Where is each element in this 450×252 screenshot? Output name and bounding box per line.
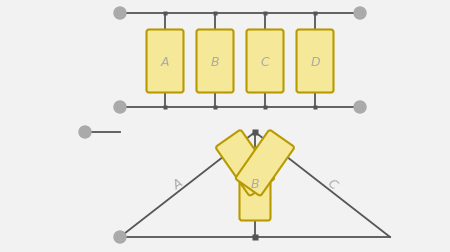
FancyBboxPatch shape [147, 30, 184, 93]
FancyBboxPatch shape [297, 30, 333, 93]
FancyBboxPatch shape [236, 131, 294, 196]
Circle shape [79, 127, 91, 138]
FancyBboxPatch shape [197, 30, 234, 93]
Text: B: B [251, 178, 259, 191]
Text: A: A [171, 177, 185, 192]
Circle shape [114, 8, 126, 20]
Text: C: C [325, 176, 339, 192]
FancyBboxPatch shape [216, 131, 274, 196]
Circle shape [354, 8, 366, 20]
Text: C: C [261, 55, 270, 68]
Text: A: A [161, 55, 169, 68]
FancyBboxPatch shape [247, 30, 284, 93]
Circle shape [114, 231, 126, 243]
Circle shape [114, 102, 126, 114]
Circle shape [354, 102, 366, 114]
Text: B: B [211, 55, 219, 68]
FancyBboxPatch shape [239, 148, 270, 220]
Text: D: D [310, 55, 320, 68]
